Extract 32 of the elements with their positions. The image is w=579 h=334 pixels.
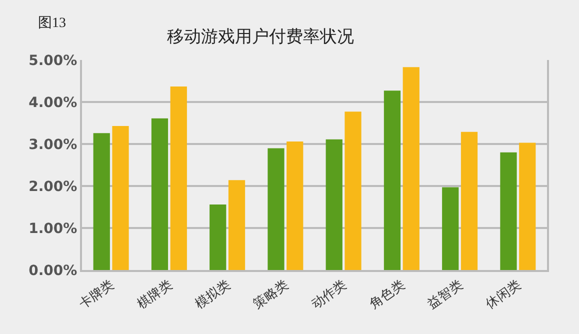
x-tick-label: 益智类 <box>424 276 466 312</box>
bar <box>326 139 342 270</box>
y-tick-label: 1.00% <box>28 220 78 237</box>
bar <box>170 86 187 270</box>
bar <box>500 152 517 270</box>
x-tick-label: 模拟类 <box>192 276 233 312</box>
caption: 图13 <box>38 16 66 31</box>
x-tick-label: 角色类 <box>366 276 408 312</box>
bar <box>210 204 226 270</box>
bar <box>519 142 536 270</box>
x-tick-label: 棋牌类 <box>134 276 175 312</box>
bar <box>344 112 362 270</box>
y-tick-label: 5.00% <box>28 52 78 69</box>
bar <box>151 118 168 270</box>
y-tick-label: 3.00% <box>28 136 78 153</box>
x-tick-label: 动作类 <box>308 276 350 312</box>
x-tick-label: 卡牌类 <box>76 276 117 312</box>
bar <box>460 132 478 270</box>
bar <box>442 187 459 270</box>
bar <box>93 133 110 270</box>
chart-title: 移动游戏用户付费率状况 <box>167 26 354 46</box>
x-tick-label: 休闲类 <box>482 276 524 312</box>
bar <box>384 90 401 270</box>
bar <box>268 148 284 270</box>
y-tick-label: 4.00% <box>28 94 78 111</box>
bar <box>112 126 129 270</box>
bar <box>286 141 304 270</box>
y-tick-label: 2.00% <box>28 178 78 195</box>
x-tick-label: 策略类 <box>250 276 291 312</box>
bar <box>402 67 420 270</box>
y-tick-label: 0.00% <box>28 262 78 279</box>
bar <box>228 180 246 270</box>
